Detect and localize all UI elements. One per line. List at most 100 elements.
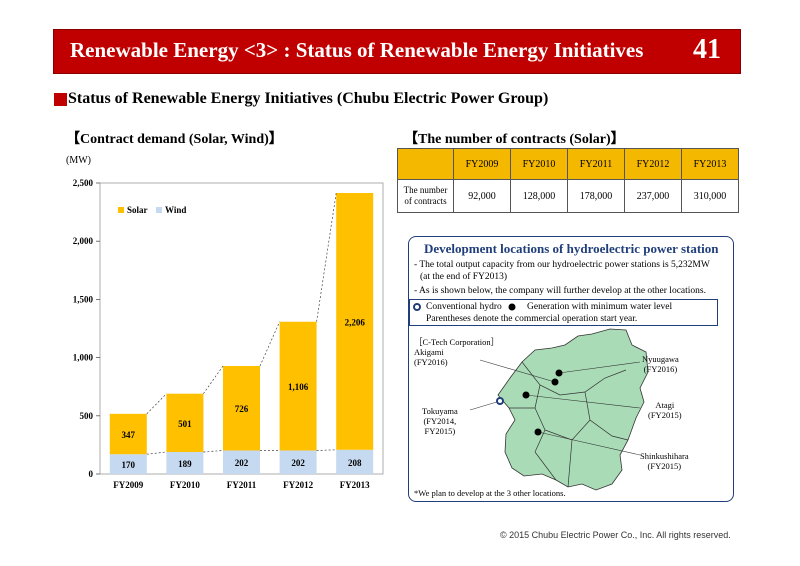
row-label-line: of contracts bbox=[404, 196, 447, 206]
table-cell: 237,000 bbox=[624, 179, 682, 213]
chart-title: 【Contract demand (Solar, Wind)】 bbox=[66, 132, 283, 147]
legend-wind-label: Wind bbox=[165, 205, 186, 215]
map-label-line: (FY2016) bbox=[414, 357, 448, 367]
solar-value-label: 2,206 bbox=[345, 317, 366, 327]
wind-bar bbox=[336, 449, 374, 474]
map-label-line: (FY2016) bbox=[643, 364, 678, 374]
solar-bar bbox=[336, 193, 374, 450]
y-tick-label: 0 bbox=[89, 469, 94, 479]
solar-value-label: 347 bbox=[122, 430, 136, 440]
x-tick-label: FY2009 bbox=[113, 480, 143, 490]
year-header: FY2012 bbox=[624, 148, 682, 180]
solar-bar bbox=[279, 321, 317, 451]
legend-wind-swatch bbox=[156, 207, 162, 213]
map-label-line: (FY2014, bbox=[423, 416, 457, 426]
nyuugawa-marker-icon bbox=[555, 369, 563, 377]
akigami-marker-icon bbox=[551, 378, 559, 386]
connector-line bbox=[203, 365, 224, 394]
map-label-shinkushihara: Shinkushihara (FY2015) bbox=[640, 451, 689, 471]
legend-generation: Generation with minimum water level bbox=[527, 302, 673, 312]
x-tick-label: FY2010 bbox=[170, 480, 200, 490]
solar-bar bbox=[223, 365, 260, 451]
hydro-bullet: - The total output capacity from our hyd… bbox=[414, 260, 710, 270]
wind-value-label: 170 bbox=[122, 460, 136, 470]
year-header: FY2013 bbox=[681, 148, 739, 180]
connector-line bbox=[146, 451, 167, 455]
map-label-line: ［C-Tech Corporation］ bbox=[414, 337, 500, 347]
y-tick-label: 1,000 bbox=[73, 353, 94, 363]
hydro-footnote: *We plan to develop at the 3 other locat… bbox=[414, 488, 566, 498]
hydro-title: Development locations of hydroelectric p… bbox=[424, 241, 719, 256]
wind-value-label: 189 bbox=[178, 459, 192, 469]
legend-conventional: Conventional hydro bbox=[426, 302, 502, 312]
map-region bbox=[497, 328, 649, 491]
connector-line bbox=[259, 321, 280, 367]
wind-bar bbox=[223, 450, 260, 474]
conventional-hydro-icon bbox=[413, 303, 421, 311]
min-water-icon bbox=[508, 303, 516, 311]
leader-line bbox=[479, 359, 556, 383]
tokuyama-marker-icon bbox=[496, 397, 504, 405]
map-border bbox=[509, 361, 629, 488]
table-cell: 178,000 bbox=[567, 179, 625, 213]
map-label-line: Akigami bbox=[414, 347, 444, 357]
contracts-title: 【The number of contracts (Solar)】 bbox=[404, 132, 625, 147]
y-axis-unit: (MW) bbox=[66, 155, 91, 166]
connector-line bbox=[316, 192, 337, 322]
map-label-line: (FY2015) bbox=[647, 461, 682, 471]
leader-line bbox=[537, 431, 641, 456]
solar-bar bbox=[166, 393, 204, 453]
wind-bar bbox=[166, 452, 204, 474]
map-label-atagi: Atagi (FY2015) bbox=[648, 400, 682, 420]
leader-line bbox=[525, 394, 641, 409]
connector-line bbox=[146, 393, 167, 415]
connector-line bbox=[203, 450, 224, 453]
leader-line bbox=[469, 400, 501, 411]
map-label-line: Tokuyama bbox=[422, 406, 458, 416]
table-cell: 310,000 bbox=[681, 179, 739, 213]
legend-note: Parentheses denote the commercial operat… bbox=[426, 314, 638, 324]
map-label-nyuugawa: Nyuugawa (FY2016) bbox=[642, 354, 679, 374]
y-tick-label: 1,500 bbox=[73, 294, 94, 304]
y-tick-label: 500 bbox=[80, 411, 94, 421]
section-title: Status of Renewable Energy Initiatives (… bbox=[68, 90, 549, 107]
solar-bar bbox=[109, 413, 147, 455]
map-label-line: Nyuugawa bbox=[642, 354, 679, 364]
row-label: The number of contracts bbox=[397, 179, 454, 213]
atagi-marker-icon bbox=[522, 391, 530, 399]
solar-value-label: 501 bbox=[178, 419, 192, 429]
y-tick-label: 2,000 bbox=[73, 236, 94, 246]
page-title: Renewable Energy <3> : Status of Renewab… bbox=[70, 38, 644, 62]
x-tick-label: FY2011 bbox=[227, 480, 257, 490]
header-bar bbox=[53, 29, 741, 74]
table-corner bbox=[397, 148, 454, 180]
hydro-bullet: (at the end of FY2013) bbox=[420, 272, 508, 282]
solar-value-label: 726 bbox=[235, 404, 249, 414]
x-tick-label: FY2013 bbox=[340, 480, 370, 490]
legend-solar-label: Solar bbox=[127, 205, 148, 215]
wind-bar bbox=[109, 454, 147, 474]
map-label-line: FY2015) bbox=[424, 426, 456, 436]
hydro-bullet: - As is shown below, the company will fu… bbox=[414, 286, 706, 296]
x-tick-label: FY2012 bbox=[283, 480, 313, 490]
row-label-line: The number bbox=[403, 185, 448, 195]
map-label-line: (FY2015) bbox=[648, 410, 682, 420]
map-label-akigami: ［C-Tech Corporation］ Akigami (FY2016) bbox=[414, 337, 499, 367]
wind-value-label: 202 bbox=[291, 458, 305, 468]
map-label-line: Shinkushihara bbox=[640, 451, 689, 461]
leader-line bbox=[558, 361, 641, 374]
wind-value-label: 208 bbox=[348, 458, 362, 468]
hydro-legend bbox=[409, 299, 718, 326]
table-cell: 92,000 bbox=[453, 179, 511, 213]
year-header: FY2010 bbox=[510, 148, 568, 180]
year-header: FY2011 bbox=[567, 148, 625, 180]
legend-solar-swatch bbox=[118, 207, 124, 213]
shinkushihara-marker-icon bbox=[534, 428, 542, 436]
section-bullet-icon bbox=[54, 93, 67, 106]
connector-line bbox=[316, 449, 337, 451]
map-label-tokuyama: Tokuyama (FY2014, FY2015) bbox=[422, 406, 458, 436]
copyright: © 2015 Chubu Electric Power Co., Inc. Al… bbox=[500, 530, 731, 540]
y-tick-label: 2,500 bbox=[73, 178, 94, 188]
